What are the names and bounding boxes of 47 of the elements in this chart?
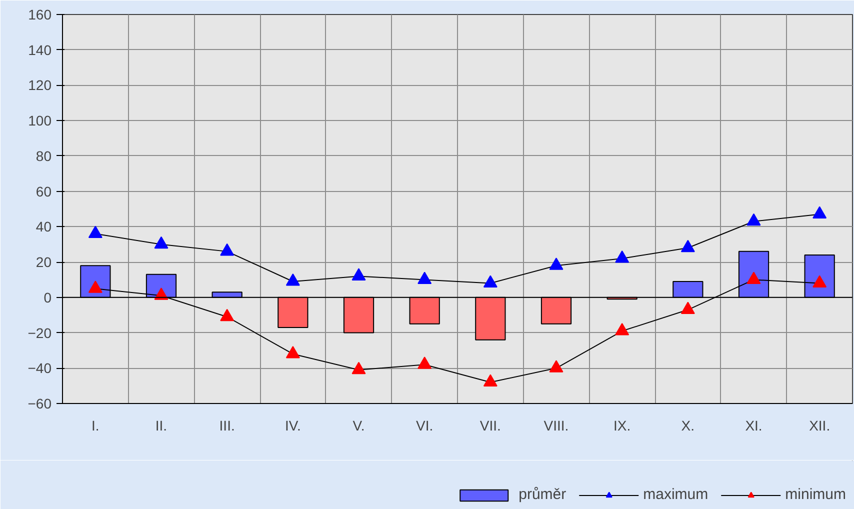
- point: [680, 302, 695, 314]
- y-tick-label: 120: [28, 77, 52, 94]
- point: [286, 273, 300, 286]
- point: [483, 374, 498, 387]
- legend-label: minimum: [785, 486, 846, 503]
- y-tick-label: 160: [28, 6, 52, 22]
- point: [812, 206, 827, 219]
- x-tick-label: XI.: [745, 418, 762, 434]
- y-tick-label: −40: [28, 360, 52, 376]
- y-tick-label: 0: [44, 289, 52, 306]
- point: [418, 356, 432, 369]
- point: [286, 346, 300, 358]
- x-tick-label: XII.: [809, 418, 830, 434]
- point: [88, 226, 102, 238]
- point: [680, 240, 695, 252]
- x-tick-label: X.: [681, 418, 695, 434]
- point: [615, 323, 630, 336]
- x-tick-label: IX.: [614, 418, 631, 434]
- y-tick-label: 40: [36, 218, 52, 235]
- y-tick-label: −60: [28, 396, 52, 412]
- x-tick-label: II.: [155, 418, 168, 434]
- legend-label: průměr: [518, 486, 566, 503]
- y-tick-label: 140: [28, 42, 52, 58]
- x-tick-label: IV.: [285, 418, 301, 434]
- point: [483, 275, 498, 288]
- point: [220, 308, 234, 322]
- point: [549, 258, 564, 270]
- x-tick-label: V.: [352, 418, 365, 434]
- x-tick-label: I.: [92, 418, 100, 434]
- legend-label: maximum: [643, 486, 708, 503]
- y-tick-label: 80: [36, 148, 52, 164]
- point: [746, 213, 761, 226]
- y-tick-label: 60: [36, 183, 52, 200]
- point: [549, 360, 564, 372]
- y-tick-label: 100: [28, 112, 52, 129]
- x-tick-label: VIII.: [544, 418, 569, 434]
- point: [154, 236, 168, 249]
- point: [352, 362, 366, 374]
- x-tick-label: III.: [219, 418, 235, 434]
- point: [352, 268, 366, 280]
- x-tick-label: VI.: [416, 418, 434, 434]
- y-tick-label: −20: [28, 324, 52, 341]
- y-tick-label: 20: [36, 254, 52, 270]
- point: [615, 250, 630, 263]
- point: [418, 272, 432, 284]
- point: [220, 243, 234, 256]
- x-tick-label: VII.: [480, 418, 501, 434]
